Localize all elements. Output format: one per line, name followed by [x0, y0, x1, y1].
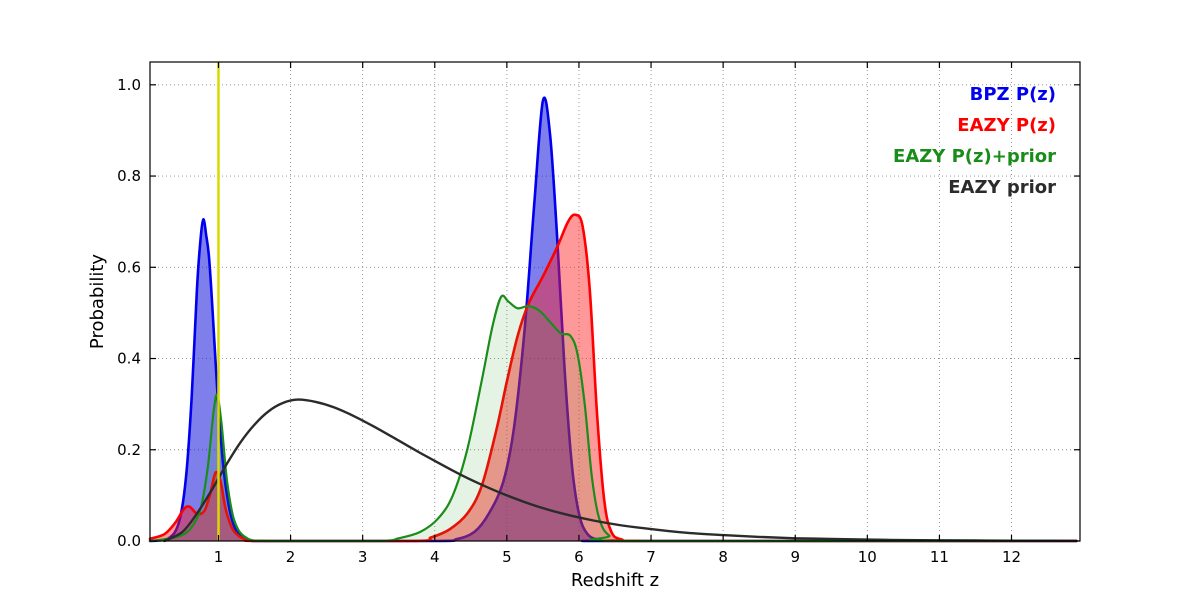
tick-marks [150, 62, 1080, 542]
series-group [148, 96, 1078, 543]
x-tick-label: 4 [430, 548, 440, 566]
series-eazy-prior [163, 398, 1078, 543]
series-line [148, 96, 1078, 543]
legend: BPZ P(z) EAZY P(z) EAZY P(z)+prior EAZY pri… [893, 84, 1056, 198]
x-tick-label: 10 [858, 548, 877, 566]
axes-spines [149, 61, 1081, 542]
x-tick-label: 6 [574, 548, 584, 566]
y-tick-label: 1.0 [117, 76, 141, 94]
series-line [148, 294, 1078, 543]
y-tick-label: 0.8 [117, 167, 141, 185]
x-tick-label: 5 [502, 548, 512, 566]
legend-entry-eazy-p-z-: EAZY P(z) [957, 115, 1056, 136]
x-tick-label: 1 [214, 548, 224, 566]
x-tick-label: 12 [1002, 548, 1021, 566]
series-line [148, 213, 1078, 543]
legend-entry-eazy-prior: EAZY prior [948, 177, 1056, 198]
y-tick-label: 0.6 [117, 258, 141, 276]
series-line [163, 398, 1078, 543]
y-tick-label: 0.0 [117, 532, 141, 550]
series-eazy-p-z-prior [148, 294, 1078, 543]
x-tick-label: 3 [358, 548, 368, 566]
x-axis-label: Redshift z [571, 570, 659, 591]
x-tick-label: 9 [790, 548, 800, 566]
x-tick-label: 2 [286, 548, 296, 566]
x-tick-label: 8 [718, 548, 728, 566]
tick-labels: 1 2 3 4 5 6 7 8 9 10 11 120.00.20.40.60.81.0 [117, 76, 1021, 566]
x-tick-label: 7 [646, 548, 656, 566]
y-axis-label: Probability [87, 254, 108, 349]
series-bpz-p-z- [148, 96, 1078, 543]
legend-entry-bpz-p-z-: BPZ P(z) [970, 84, 1056, 105]
series-eazy-p-z- [148, 213, 1078, 543]
y-tick-label: 0.4 [117, 350, 141, 368]
x-tick-label: 11 [930, 548, 949, 566]
legend-entry-eazy-p-z-prior: EAZY P(z)+prior [893, 146, 1056, 167]
y-tick-label: 0.2 [117, 441, 141, 459]
